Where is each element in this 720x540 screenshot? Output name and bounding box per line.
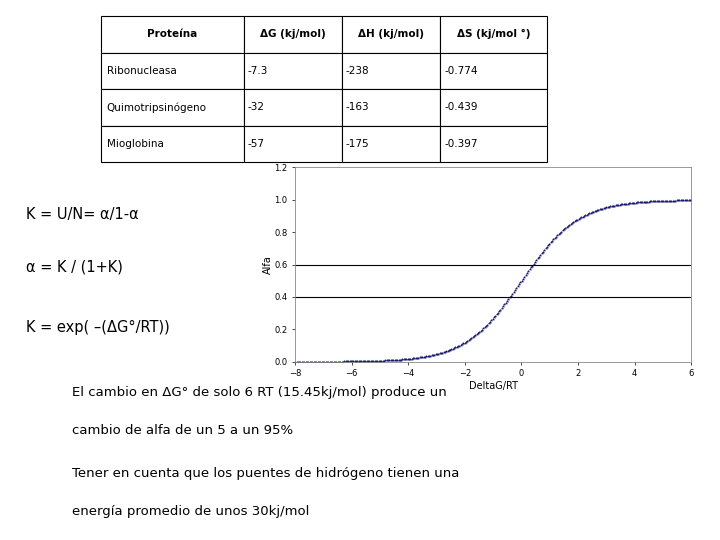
X-axis label: DeltaG/RT: DeltaG/RT xyxy=(469,381,518,391)
Text: K = U/N= α/1-α: K = U/N= α/1-α xyxy=(26,207,139,222)
Text: Tener en cuenta que los puentes de hidrógeno tienen una: Tener en cuenta que los puentes de hidró… xyxy=(72,467,459,480)
Y-axis label: Alfa: Alfa xyxy=(263,255,273,274)
Text: K = exp( –(ΔG°/RT)): K = exp( –(ΔG°/RT)) xyxy=(26,320,170,335)
Text: α = K / (1+K): α = K / (1+K) xyxy=(26,260,123,275)
Text: energía promedio de unos 30kj/mol: energía promedio de unos 30kj/mol xyxy=(72,505,310,518)
Text: El cambio en ΔG° de solo 6 RT (15.45kj/mol) produce un: El cambio en ΔG° de solo 6 RT (15.45kj/m… xyxy=(72,386,446,399)
Text: cambio de alfa de un 5 a un 95%: cambio de alfa de un 5 a un 95% xyxy=(72,424,293,437)
